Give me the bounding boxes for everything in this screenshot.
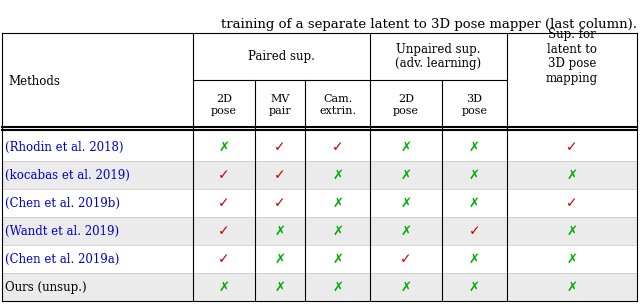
Text: ✗: ✗	[469, 196, 480, 210]
Text: ✓: ✓	[218, 196, 230, 210]
Text: MV
pair: MV pair	[269, 94, 291, 116]
Text: (kocabas et al. 2019): (kocabas et al. 2019)	[5, 169, 130, 181]
Text: ✗: ✗	[275, 225, 285, 237]
Text: ✗: ✗	[566, 225, 577, 237]
Text: ✓: ✓	[274, 168, 286, 182]
Text: ✗: ✗	[275, 252, 285, 266]
Text: (Chen et al. 2019b): (Chen et al. 2019b)	[5, 196, 120, 210]
Text: (Chen et al. 2019a): (Chen et al. 2019a)	[5, 252, 120, 266]
Text: ✗: ✗	[218, 140, 230, 154]
Text: ✗: ✗	[566, 169, 577, 181]
Text: ✗: ✗	[218, 281, 230, 293]
Text: ✗: ✗	[401, 169, 412, 181]
Text: ✗: ✗	[332, 252, 343, 266]
Text: ✗: ✗	[566, 281, 577, 293]
Text: Unpaired sup.
(adv. learning): Unpaired sup. (adv. learning)	[396, 43, 481, 70]
Text: ✗: ✗	[469, 252, 480, 266]
Text: ✓: ✓	[468, 224, 480, 238]
Bar	[2, 273, 637, 301]
Text: 2D
pose: 2D pose	[393, 94, 419, 116]
Text: ✓: ✓	[218, 252, 230, 266]
Text: ✓: ✓	[400, 252, 412, 266]
Text: 3D
pose: 3D pose	[461, 94, 488, 116]
Text: (Wandt et al. 2019): (Wandt et al. 2019)	[5, 225, 119, 237]
Text: 2D
pose: 2D pose	[211, 94, 237, 116]
Text: ✗: ✗	[401, 281, 412, 293]
Text: Paired sup.: Paired sup.	[248, 50, 315, 63]
Text: ✗: ✗	[469, 169, 480, 181]
Bar	[2, 217, 637, 245]
Text: ✗: ✗	[275, 281, 285, 293]
Text: ✗: ✗	[566, 252, 577, 266]
Text: Cam.
extrin.: Cam. extrin.	[319, 94, 356, 116]
Text: ✓: ✓	[218, 224, 230, 238]
Text: Sup. for
latent to
3D pose
mapping: Sup. for latent to 3D pose mapping	[546, 28, 598, 85]
Text: ✓: ✓	[274, 196, 286, 210]
Text: ✗: ✗	[332, 281, 343, 293]
Text: ✗: ✗	[332, 196, 343, 210]
Text: ✓: ✓	[332, 140, 343, 154]
Text: Ours (unsup.): Ours (unsup.)	[5, 281, 87, 293]
Bar	[2, 245, 637, 273]
Text: training of a separate latent to 3D pose mapper (last column).: training of a separate latent to 3D pose…	[221, 18, 637, 31]
Text: ✗: ✗	[401, 140, 412, 154]
Bar	[2, 189, 637, 217]
Text: ✓: ✓	[566, 140, 578, 154]
Text: Methods: Methods	[8, 75, 60, 88]
Bar	[2, 161, 637, 189]
Text: ✗: ✗	[401, 225, 412, 237]
Text: ✗: ✗	[332, 225, 343, 237]
Text: ✓: ✓	[566, 196, 578, 210]
Text: ✗: ✗	[401, 196, 412, 210]
Text: ✓: ✓	[274, 140, 286, 154]
Text: ✗: ✗	[469, 140, 480, 154]
Text: (Rhodin et al. 2018): (Rhodin et al. 2018)	[5, 140, 124, 154]
Text: ✗: ✗	[332, 169, 343, 181]
Text: ✓: ✓	[218, 168, 230, 182]
Bar	[2, 133, 637, 161]
Text: ✗: ✗	[469, 281, 480, 293]
